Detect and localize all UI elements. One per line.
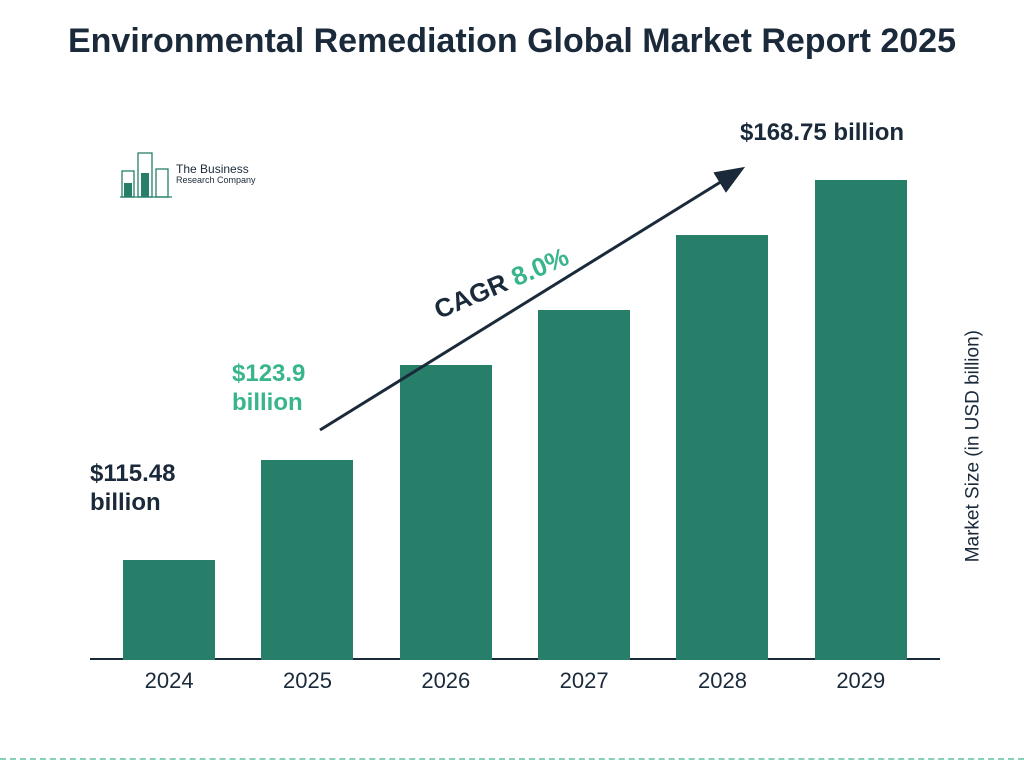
bar-2029: 2029 (792, 130, 930, 660)
x-label: 2027 (560, 668, 609, 694)
label-2025: $123.9billion (232, 360, 305, 418)
bar-rect (123, 560, 215, 660)
label-2029: $168.75 billion (740, 119, 904, 148)
bottom-divider (0, 758, 1024, 760)
bar-rect (815, 180, 907, 660)
bar-rect (676, 235, 768, 660)
bar-rect (261, 460, 353, 660)
x-label: 2025 (283, 668, 332, 694)
x-label: 2026 (421, 668, 470, 694)
bar-rect (400, 365, 492, 660)
bar-2026: 2026 (377, 130, 515, 660)
bars-container: 2024 2025 2026 2027 2028 2029 (90, 130, 940, 660)
y-axis-label: Market Size (in USD billion) (962, 330, 984, 562)
x-label: 2028 (698, 668, 747, 694)
chart-title: Environmental Remediation Global Market … (0, 0, 1024, 63)
bar-chart: 2024 2025 2026 2027 2028 2029 Market Siz… (90, 130, 940, 690)
bar-2027: 2027 (515, 130, 653, 660)
bar-2024: 2024 (100, 130, 238, 660)
x-label: 2029 (836, 668, 885, 694)
x-label: 2024 (145, 668, 194, 694)
bar-rect (538, 310, 630, 660)
bar-2028: 2028 (653, 130, 791, 660)
label-2024: $115.48billion (90, 460, 175, 518)
